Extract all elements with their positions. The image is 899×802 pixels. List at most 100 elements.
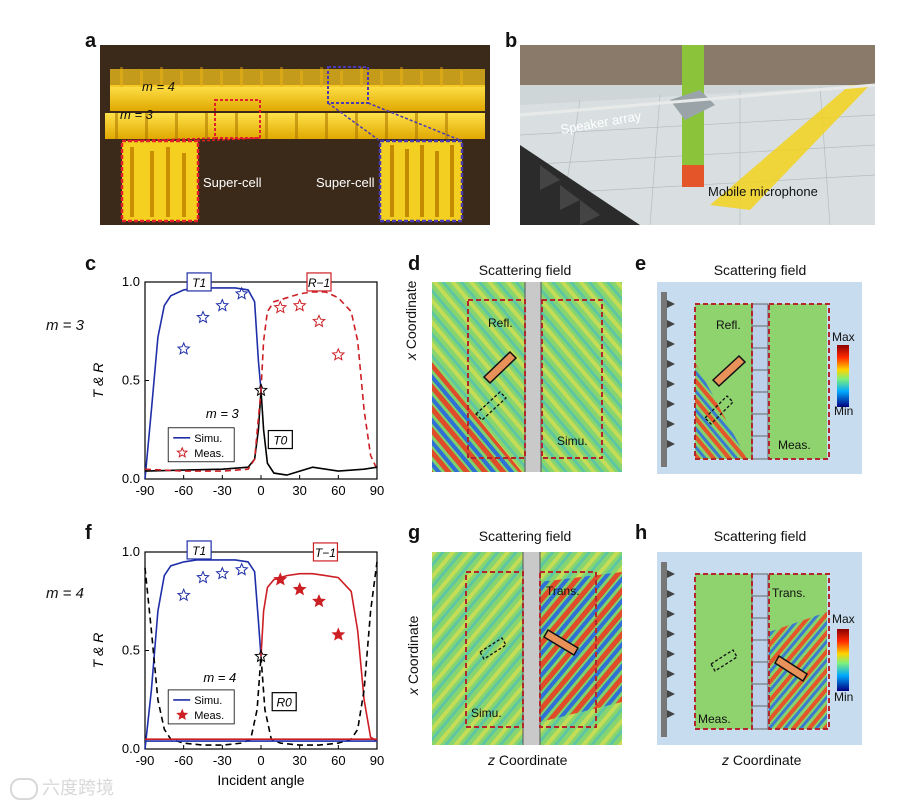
data-point-T1-meas- (215, 566, 230, 580)
series-line-R-1-low (144, 390, 262, 472)
title-g: Scattering field (478, 528, 572, 544)
zaxis-label-g: z Coordinate (488, 752, 568, 768)
data-point-T-1-meas- (331, 627, 346, 641)
curve-label-T1-c (175, 270, 205, 290)
data-point-T1-meas- (196, 570, 210, 584)
panel-label-b: b (505, 30, 518, 52)
label-supercell-right: Super-cell (316, 175, 375, 190)
x-tick-label: -90 (136, 753, 155, 768)
label-mobile-microphone: Mobile microphone (708, 184, 818, 199)
panel-label-e: e (635, 253, 647, 275)
field-map-h (657, 552, 862, 745)
label-meas-e: Meas. (778, 438, 811, 452)
legend-label-simu: Simu. (194, 695, 222, 707)
panel-label-c: c (85, 253, 97, 275)
field-map-d (432, 282, 622, 472)
x-tick-label: 90 (370, 753, 384, 768)
label-m4: m = 4 (142, 79, 175, 94)
legend-label-meas: Meas. (194, 448, 224, 460)
x-axis-label: Incident angle (217, 772, 304, 788)
x-tick-label: -30 (213, 753, 232, 768)
colorbar-min-e: Min (834, 404, 854, 418)
y-tick-label: 0.0 (122, 471, 140, 486)
x-tick-label: -90 (136, 483, 155, 498)
label-meas-h: Meas. (698, 712, 731, 726)
curve-label: T1 (186, 540, 212, 560)
colorbar-max-h: Max (832, 612, 855, 626)
y-axis-label: T & R (90, 633, 106, 669)
curve-label-text: T1 (192, 544, 206, 558)
watermark: 六度跨境 (10, 774, 114, 801)
panel-label-a: a (85, 30, 97, 52)
x-tick-label: -60 (174, 753, 193, 768)
x-tick-label: -30 (213, 483, 232, 498)
watermark-logo-icon (10, 778, 38, 801)
data-point-T-1-meas- (312, 594, 326, 608)
curve-label-box (186, 272, 212, 292)
curve-label: R0 (271, 692, 297, 712)
xaxis-label-d: x Coordinate (403, 280, 419, 360)
panel-label-h: h (635, 522, 648, 544)
panel-label-f: f (85, 522, 92, 544)
series-line-T0 (144, 390, 378, 476)
curve-label-box (312, 542, 339, 562)
data-point-T1-meas- (234, 286, 249, 300)
curve-label-box (267, 429, 293, 450)
data-point-R-1-meas- (312, 314, 326, 328)
y-axis-label: T & R (90, 363, 106, 399)
curve-label-box (306, 272, 332, 292)
label-supercell-left: Super-cell (203, 175, 262, 190)
curve-label-box (271, 692, 297, 712)
data-point-T1-meas- (196, 310, 210, 324)
data-point-T-1-meas- (273, 572, 288, 586)
row-label-m3: m = 3 (46, 317, 84, 334)
data-point-T1-meas- (176, 587, 191, 602)
xaxis-label-g: x Coordinate (405, 615, 421, 695)
curve-label-text: R−1 (308, 276, 330, 290)
series-line-T1 (144, 559, 262, 750)
label-refl-d: Refl. (488, 316, 513, 330)
y-tick-label: 1.0 (122, 274, 140, 289)
data-point-T-1-meas- (292, 582, 307, 596)
x-tick-label: -60 (174, 483, 193, 498)
data-point-T1-meas- (176, 341, 191, 355)
y-tick-label: 0.5 (122, 373, 140, 388)
title-e: Scattering field (713, 262, 807, 278)
curve-label-text: T0 (273, 434, 287, 448)
legend-marker-meas (176, 446, 189, 458)
curve-label: T−1 (312, 542, 339, 562)
x-tick-label: 0 (257, 483, 264, 498)
curve-label: T1 (186, 272, 212, 292)
colorbar-min-h: Min (834, 690, 854, 704)
chart-annotation: m = 3 (206, 406, 240, 421)
legend-label-meas: Meas. (194, 710, 224, 722)
curve-label-text: R0 (277, 696, 293, 710)
data-point-R0-meas- (254, 649, 268, 663)
y-tick-label: 1.0 (122, 544, 140, 559)
data-point-R-1-meas- (331, 347, 346, 361)
data-point-R-1-meas- (273, 300, 288, 314)
x-tick-label: 30 (292, 483, 306, 498)
field-map-g (432, 552, 622, 745)
zaxis-label-h: z Coordinate (722, 752, 802, 768)
chart-f: -90 -60 -30 0 30 60 90 0.0 0.5 1.0 T & R Incident a… (90, 540, 384, 788)
x-tick-label: 0 (257, 753, 264, 768)
photo-metasurface: m = 4 m = 3 Super-cell Super-cell (100, 45, 490, 225)
data-point-T1-meas- (215, 298, 230, 312)
label-simu-d: Simu. (557, 434, 588, 448)
curve-label: R−1 (306, 272, 332, 292)
curve-label-text: T−1 (315, 546, 336, 560)
series-line-R0 (144, 561, 378, 746)
y-tick-label: 0.0 (122, 741, 140, 756)
panel-label-g: g (408, 522, 421, 544)
colorbar-max-e: Max (832, 330, 855, 344)
series-line-T-1 (260, 572, 378, 742)
data-point-T1-meas- (234, 562, 249, 576)
label-m3: m = 3 (120, 107, 153, 122)
label-trans-g: Trans. (546, 584, 580, 598)
label-refl-e: Refl. (716, 318, 741, 332)
data-point-T0-meas- (254, 382, 268, 397)
field-map-e (657, 282, 862, 474)
row-label-m4: m = 4 (46, 585, 84, 602)
label-trans-h: Trans. (772, 586, 806, 600)
